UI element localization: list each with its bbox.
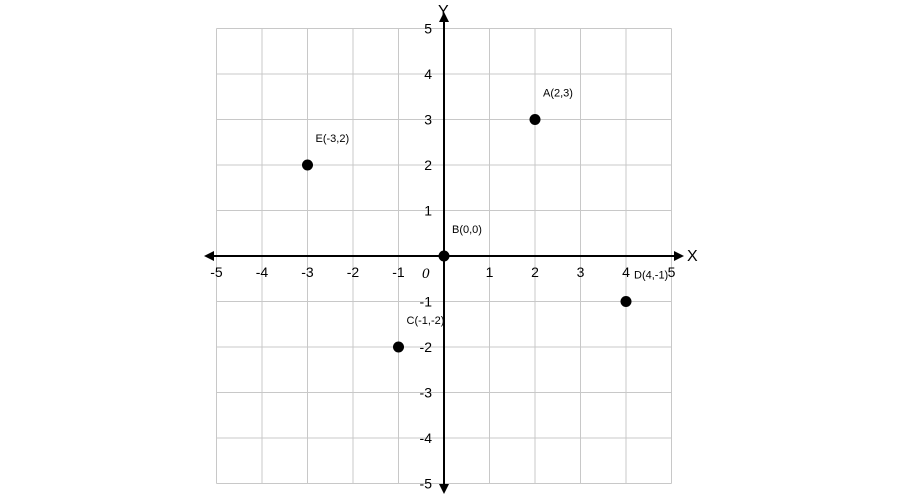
y-tick-label: 3 (424, 112, 432, 128)
y-tick-label: -5 (420, 476, 433, 492)
point-label: C(-1,-2) (407, 315, 445, 327)
origin-label: 0 (422, 266, 430, 282)
x-tick-label: -2 (347, 264, 360, 280)
point-label: D(4,-1) (634, 270, 668, 282)
x-axis-label: X (687, 248, 698, 265)
x-tick-label: -4 (256, 264, 269, 280)
x-tick-label: -5 (210, 264, 223, 280)
x-tick-label: 1 (486, 264, 494, 280)
data-point (393, 341, 404, 353)
y-axis-label: Y (438, 3, 449, 20)
y-tick-label: 4 (424, 66, 432, 82)
data-point (529, 114, 541, 125)
point-label: B(0,0) (452, 224, 482, 236)
data-points: A(2,3) B(0,0) C(-1,-2) D(4,-1) E(-3,2) (302, 88, 668, 353)
x-tick-labels: -5 -4 -3 -2 -1 1 2 3 4 5 (210, 264, 675, 280)
x-tick-label: 2 (531, 264, 539, 280)
point-label: E(-3,2) (316, 133, 350, 145)
data-point (620, 296, 632, 307)
x-tick-label: 3 (577, 264, 585, 280)
y-tick-label: -4 (420, 430, 433, 446)
y-tick-label: 2 (424, 157, 432, 173)
x-axis-arrow-left (204, 251, 214, 261)
y-tick-labels: 5 4 3 2 1 -1 -2 -3 -4 -5 (420, 21, 433, 492)
x-tick-label: 4 (622, 264, 630, 280)
data-point (302, 159, 313, 171)
x-tick-label: -1 (392, 264, 405, 280)
y-tick-label: 5 (424, 21, 432, 37)
data-point (438, 250, 450, 262)
y-axis-arrow-down (439, 484, 449, 494)
y-tick-label: -1 (420, 294, 433, 310)
x-tick-label: -3 (301, 264, 314, 280)
y-tick-label: -3 (420, 385, 433, 401)
x-axis-arrow-right (674, 251, 684, 261)
y-axis-arrow-up (439, 12, 449, 22)
point-label: A(2,3) (543, 88, 573, 100)
x-tick-label: 5 (668, 264, 676, 280)
y-tick-label: 1 (424, 203, 432, 219)
y-tick-label: -2 (420, 339, 433, 355)
